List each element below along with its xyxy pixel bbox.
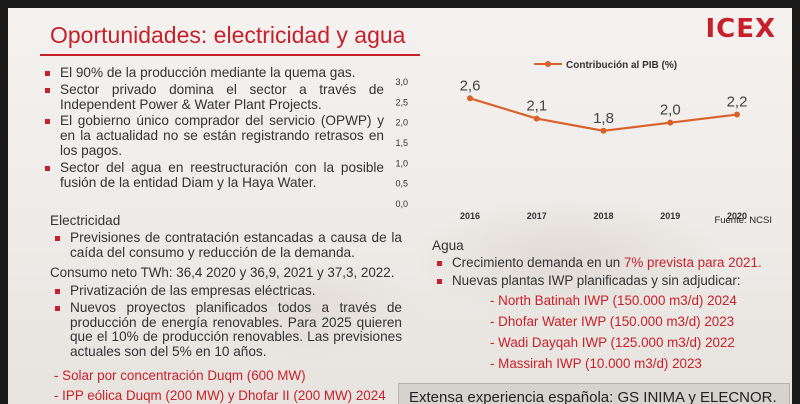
list-item: - Solar por concentración Duqm (600 MW)	[54, 368, 306, 383]
data-label: 2,0	[660, 102, 681, 119]
pib-line-chart: Contribución al PIB (%) 0,0 0,5 1,0 1,5 2,0 2,…	[395, 60, 748, 221]
x-tick-label: 2018	[593, 211, 613, 221]
top-bullet-list: El 90% de la producción mediante la quem…	[40, 65, 384, 192]
list-item: - IPP eólica Duqm (200 MW) y Dhofar II (…	[54, 388, 386, 403]
consumo-text: Consumo neto TWh: 36,4 2020 y 36,9, 2021…	[50, 265, 395, 280]
agua-project-list: - North Batinah IWP (150.000 m3/d) 2024 …	[490, 293, 737, 377]
data-point	[734, 111, 740, 118]
data-label: 2,6	[460, 77, 481, 94]
y-tick-label: 2,0	[395, 118, 408, 128]
electricidad-project-list: - Solar por concentración Duqm (600 MW) …	[54, 368, 386, 404]
electricidad-bullet-list: Previsiones de contratación estancadas a…	[50, 230, 402, 263]
data-point	[667, 119, 674, 126]
x-tick-label: 2019	[660, 211, 680, 221]
data-label: 1,8	[593, 110, 614, 127]
list-item: Crecimiento demanda en un 7% prevista pa…	[432, 255, 792, 271]
list-item: - Dhofar Water IWP (150.000 m3/d) 2023	[490, 314, 735, 329]
y-tick-label: 2,5	[395, 97, 408, 107]
y-tick-label: 3,0	[395, 77, 408, 87]
data-point	[533, 115, 540, 122]
y-tick-label: 0,0	[395, 199, 408, 209]
footer-banner: Extensa experiencia española: GS INIMA y…	[398, 383, 790, 404]
y-tick-label: 1,5	[395, 138, 408, 148]
agua-bullet-list: Crecimiento demanda en un 7% prevista pa…	[432, 255, 792, 292]
list-item: Sector del agua en reestructuración con …	[40, 160, 384, 191]
x-tick-label: 2020	[727, 211, 747, 221]
chart-source: Fuente: NCSI	[714, 215, 772, 226]
icex-logo: ICEX	[705, 14, 776, 44]
agua-heading: Agua	[432, 238, 464, 253]
list-item: - Wadi Dayqah IWP (125.000 m3/d) 2022	[490, 335, 735, 350]
data-label: 2,2	[727, 94, 748, 111]
agua-growth-text: Crecimiento demanda en un	[452, 255, 624, 270]
legend-label: Contribución al PIB (%)	[566, 60, 677, 71]
footer-text: Extensa experiencia española: GS INIMA y…	[409, 389, 777, 404]
list-item: Privatización de las empresas eléctricas…	[50, 283, 402, 299]
list-item: Sector privado domina el sector a través…	[40, 82, 384, 113]
slide: Oportunidades: electricidad y agua ICEX …	[8, 8, 792, 404]
data-label: 2,1	[526, 98, 547, 115]
list-item: - Massirah IWP (10.000 m3/d) 2023	[490, 356, 702, 371]
electricidad-bullet-list-2: Privatización de las empresas eléctricas…	[50, 283, 402, 362]
y-tick-label: 0,5	[395, 179, 408, 189]
list-item: Previsiones de contratación estancadas a…	[50, 230, 402, 261]
page-title: Oportunidades: electricidad y agua	[50, 22, 406, 48]
x-tick-label: 2017	[527, 211, 547, 221]
list-item: Nuevas plantas IWP planificadas y sin ad…	[432, 273, 792, 289]
list-item: - North Batinah IWP (150.000 m3/d) 2024	[490, 293, 737, 308]
list-item: El gobierno único comprador del servicio…	[40, 113, 384, 158]
data-point	[600, 127, 607, 134]
x-tick-label: 2016	[460, 211, 480, 221]
title-underline	[40, 54, 420, 56]
y-tick-label: 1,0	[395, 158, 408, 168]
list-item: El 90% de la producción mediante la quem…	[40, 65, 384, 81]
list-item: Nuevos proyectos planificados todos a tr…	[50, 300, 402, 360]
agua-growth-accent: 7% prevista para 2021.	[623, 255, 762, 270]
data-point	[467, 95, 473, 102]
electricidad-heading: Electricidad	[50, 213, 121, 228]
legend-marker	[545, 61, 551, 67]
